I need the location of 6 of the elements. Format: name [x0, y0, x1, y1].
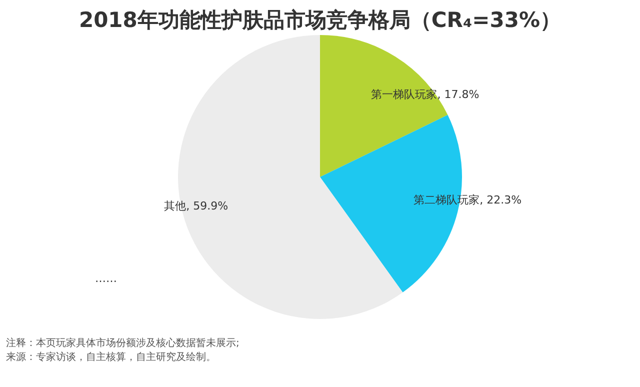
slice-label: 其他, 59.9%: [164, 199, 228, 212]
text: ……: [95, 272, 117, 285]
text: 注释：本页玩家具体市场份额涉及核心数据暂未展示;: [6, 336, 240, 350]
chart-title: 2018年功能性护肤品市场竞争格局（CR₄=33%）: [78, 7, 562, 34]
slice-label: 第一梯队玩家, 17.8%: [371, 88, 480, 102]
source-note: 来源：专家访谈，自主核算，自主研究及绘制。: [6, 350, 216, 364]
